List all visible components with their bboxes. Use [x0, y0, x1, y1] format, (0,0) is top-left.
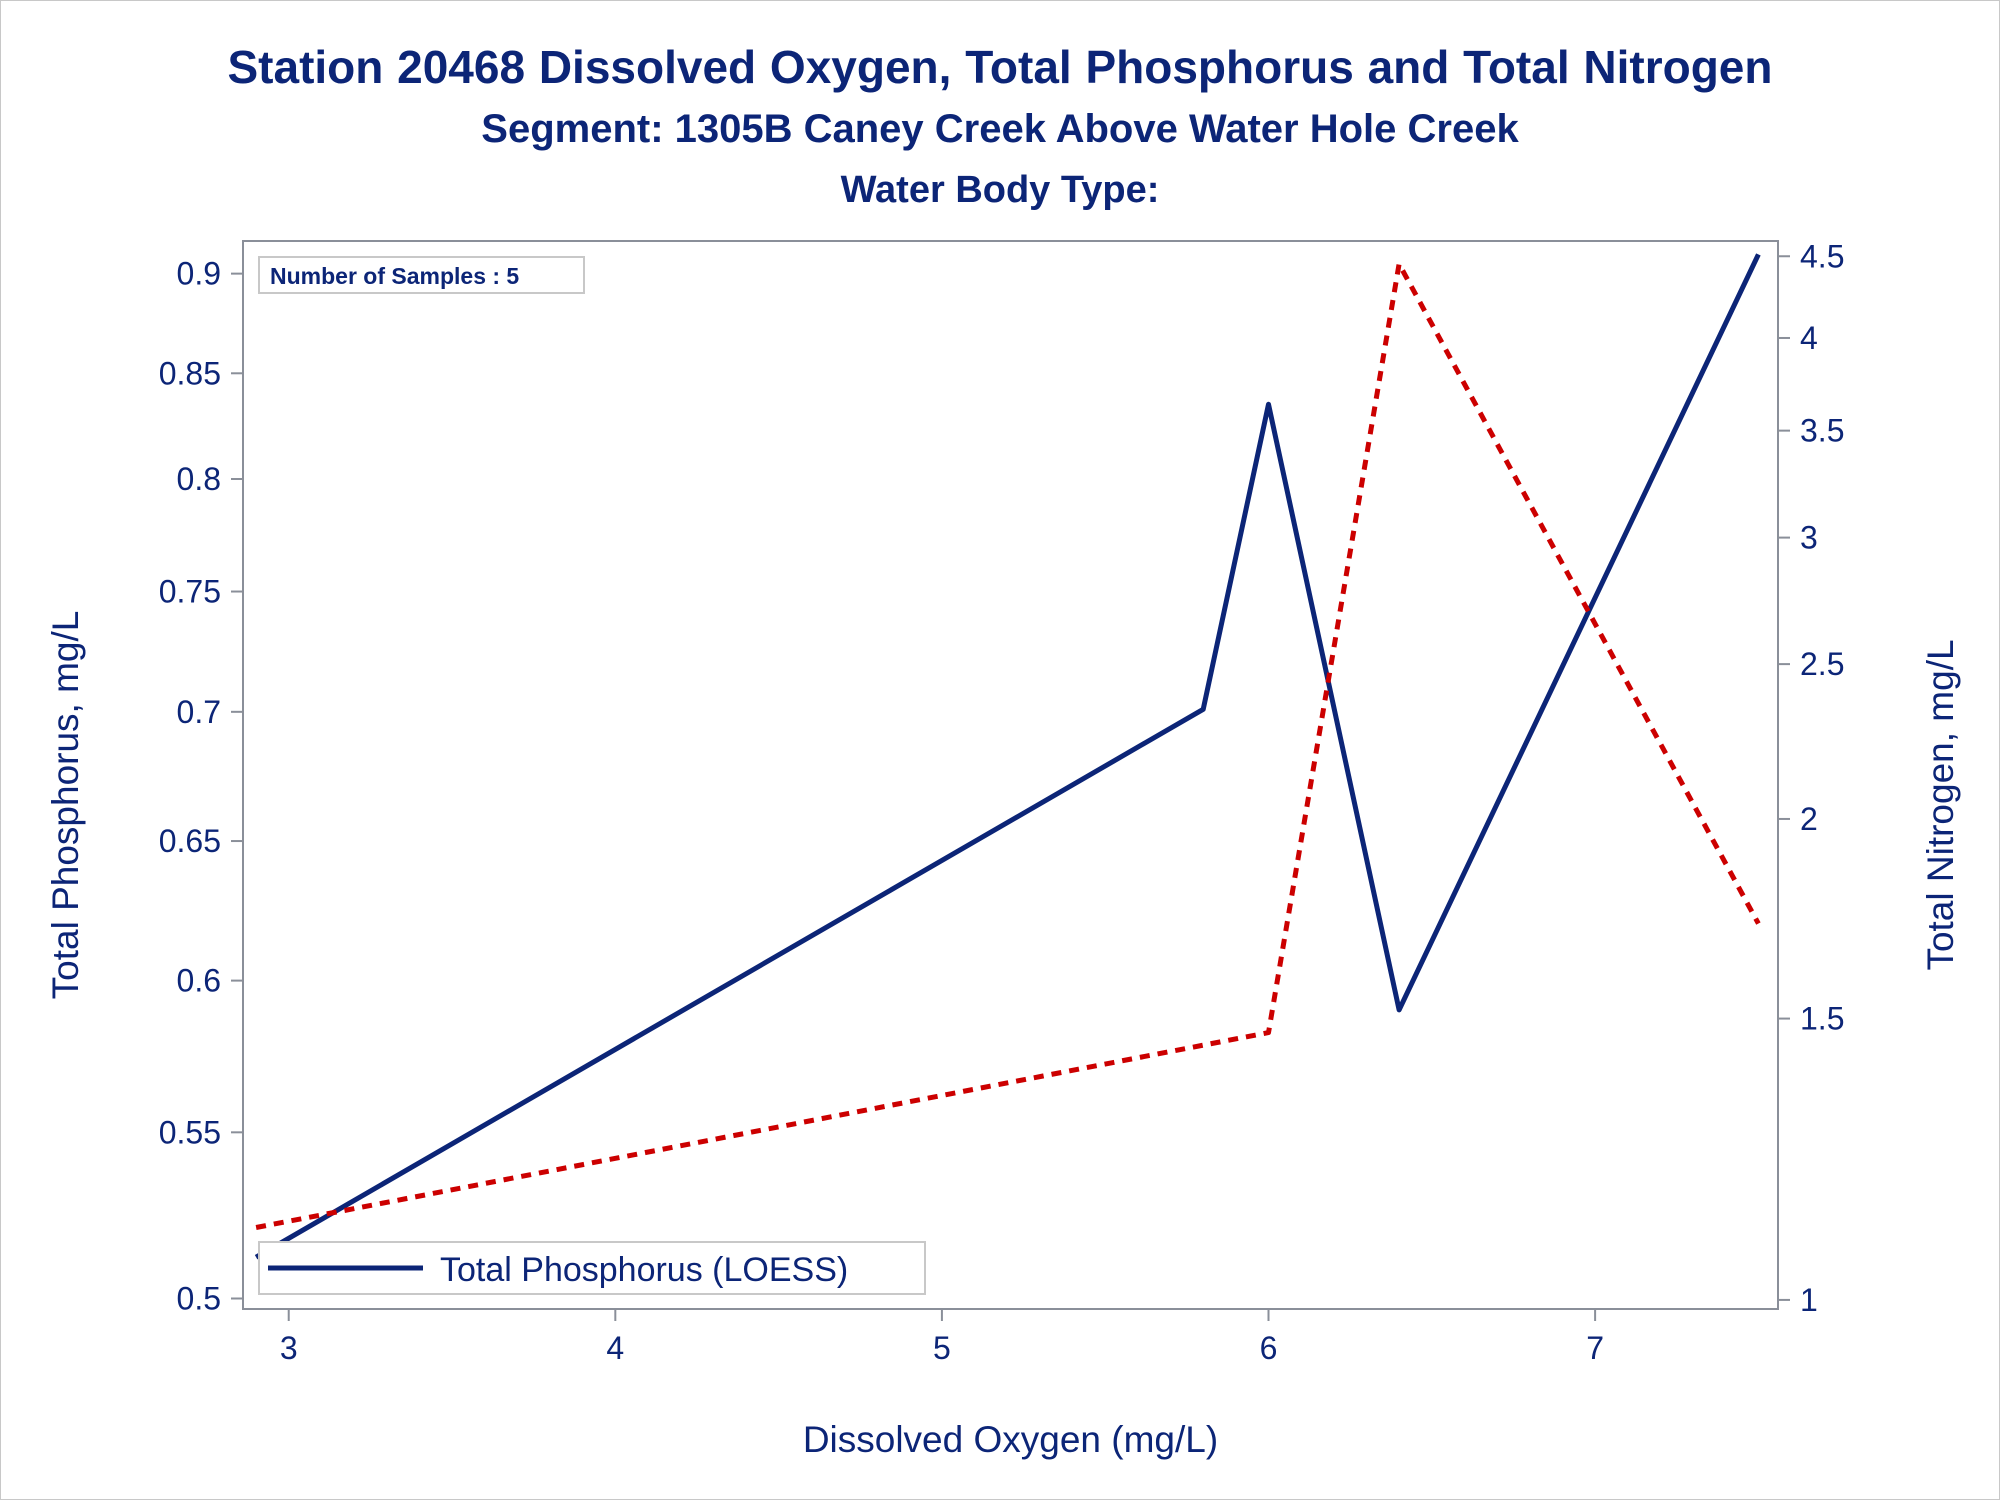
x-tick-label: 5: [933, 1330, 951, 1366]
plot-area-border: [242, 240, 1779, 1310]
x-tick-label: 6: [1260, 1330, 1278, 1366]
y-tick-label: 0.8: [177, 461, 221, 497]
y2-tick-label: 4: [1800, 320, 1818, 356]
sample-count-inset: Number of Samples : 5: [258, 256, 585, 294]
sample-count-label: Number of Samples : 5: [270, 263, 519, 289]
y-tick-label: 0.75: [159, 574, 221, 610]
y2-tick-label: 3: [1800, 520, 1818, 556]
nitrogen-series-line: [255, 261, 1761, 1230]
y2-tick-label: 2.5: [1800, 646, 1844, 682]
legend-label-phosphorus: Total Phosphorus (LOESS): [440, 1251, 848, 1289]
y-tick-label: 0.85: [159, 355, 221, 391]
y-tick-label: 0.65: [159, 823, 221, 859]
y-tick-label: 0.6: [177, 963, 221, 999]
legend: Total Phosphorus (LOESS): [258, 1241, 926, 1295]
y2-tick-label: 2: [1800, 801, 1818, 837]
y2-tick-label: 4.5: [1800, 238, 1844, 274]
y2-tick-label: 3.5: [1800, 413, 1844, 449]
x-tick-label: 3: [280, 1330, 298, 1366]
y2-tick-label: 1: [1800, 1282, 1818, 1318]
chart-subtitle-2: Water Body Type:: [840, 169, 1160, 211]
axis-layer: 3 4 5 6 7 0.5 0.55 0.6 0.65 0.7 0.75 0.8 0.85 0.9 1 1.5…: [159, 238, 1845, 1366]
y2-tick-label: 1.5: [1800, 1001, 1844, 1037]
inset-border: [258, 256, 585, 294]
chart-subtitle: Segment: 1305B Caney Creek Above Water H…: [481, 107, 1519, 151]
x-axis-label: Dissolved Oxygen (mg/L): [803, 1419, 1218, 1460]
y2-axis-label: Total Nitrogen, mg/L: [1920, 639, 1961, 970]
phosphorus-series-line: [254, 253, 1761, 1260]
plot-layer: [254, 253, 1761, 1260]
chart-title: Station 20468 Dissolved Oxygen, Total Ph…: [227, 41, 1773, 93]
y-tick-label: 0.7: [177, 694, 221, 730]
y-tick-label: 0.9: [177, 256, 221, 292]
y-tick-label: 0.5: [177, 1281, 221, 1317]
x-tick-label: 4: [606, 1330, 624, 1366]
y-tick-label: 0.55: [159, 1114, 221, 1150]
y-axis-label: Total Phosphorus, mg/L: [45, 611, 86, 1000]
x-tick-label: 7: [1586, 1330, 1604, 1366]
